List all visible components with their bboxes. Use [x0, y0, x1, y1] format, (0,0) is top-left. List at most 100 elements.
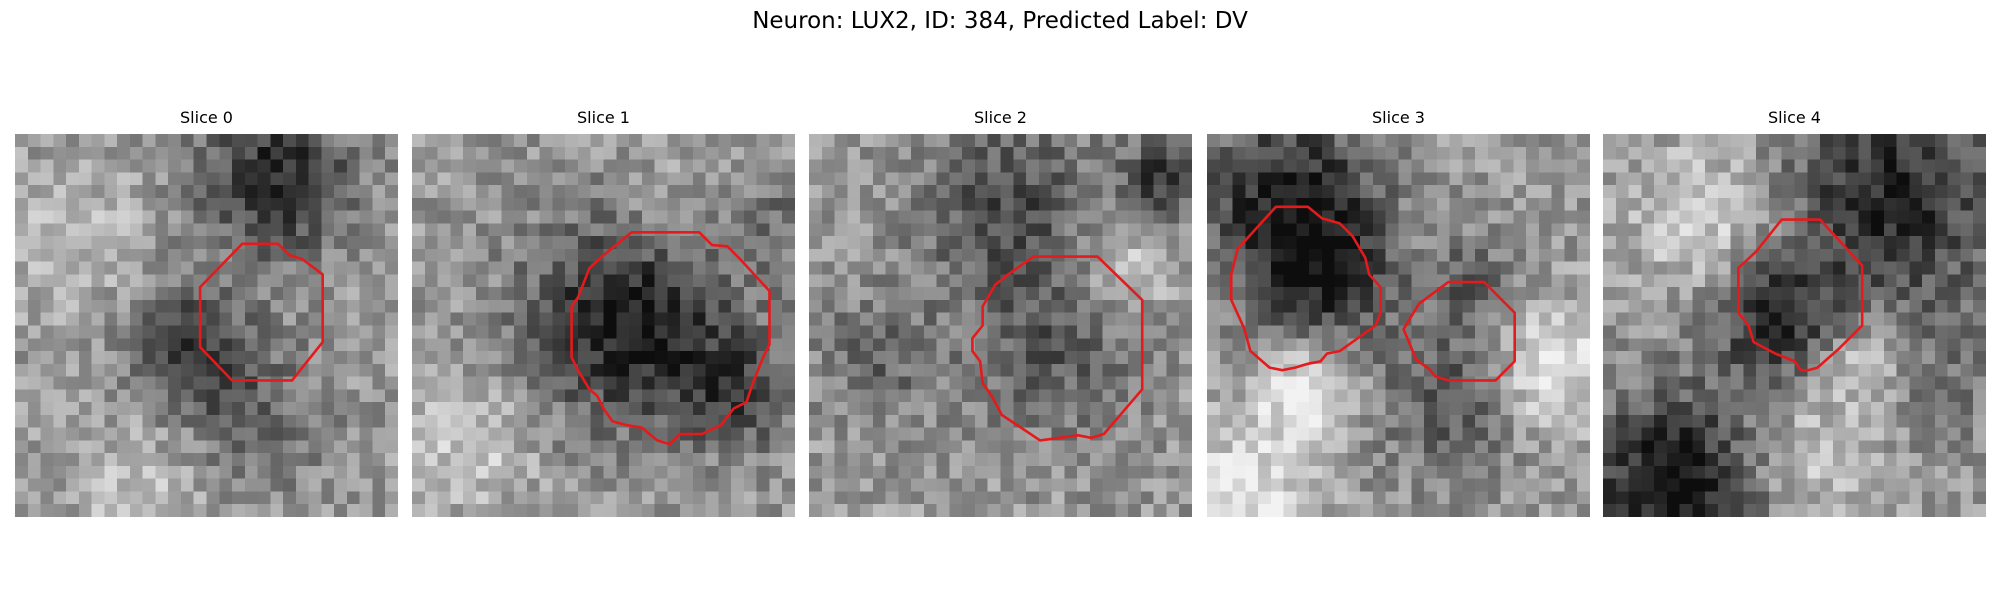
pixel — [1026, 478, 1040, 493]
pixel — [1283, 325, 1298, 339]
pixel — [168, 210, 182, 225]
pixel — [1245, 478, 1259, 493]
pixel — [898, 172, 912, 186]
pixel — [987, 351, 1002, 365]
pixel — [1564, 325, 1578, 339]
pixel — [1013, 210, 1027, 225]
pixel — [1436, 287, 1451, 301]
pixel — [359, 491, 374, 505]
pixel — [1973, 185, 1986, 199]
pixel — [654, 389, 668, 403]
pixel — [40, 351, 54, 365]
pixel — [1398, 478, 1412, 493]
pixel — [1794, 248, 1808, 263]
pixel — [257, 172, 271, 186]
pixel — [1207, 389, 1221, 403]
pixel — [1768, 440, 1783, 454]
pixel — [872, 389, 887, 403]
pixel — [1871, 338, 1885, 352]
pixel — [1270, 287, 1285, 301]
pixel — [1794, 414, 1808, 429]
pixel — [1743, 414, 1757, 429]
pixel — [1768, 491, 1783, 505]
pixel — [526, 312, 541, 327]
pixel — [15, 248, 29, 263]
pixel — [1832, 274, 1847, 288]
pixel — [334, 185, 348, 199]
pixel — [1179, 465, 1192, 480]
pixel — [731, 363, 745, 378]
pixel — [1858, 414, 1872, 429]
pixel — [603, 338, 617, 352]
pixel — [1296, 197, 1310, 212]
pixel — [526, 504, 541, 517]
pixel — [718, 325, 732, 339]
pixel — [437, 478, 451, 493]
pixel — [974, 134, 989, 148]
pixel — [1449, 223, 1463, 237]
pixel — [654, 134, 668, 148]
pixel — [974, 185, 989, 199]
pixel — [1026, 376, 1040, 390]
pixel — [1615, 465, 1630, 480]
pixel — [1947, 414, 1962, 429]
pixel — [1487, 491, 1502, 505]
pixel — [1258, 440, 1272, 454]
pixel — [308, 440, 323, 454]
pixel — [1845, 159, 1859, 173]
pixel — [1102, 248, 1117, 263]
pixel — [1347, 453, 1361, 467]
pixel — [1475, 172, 1489, 186]
pixel — [1705, 351, 1719, 365]
pixel — [1398, 453, 1412, 467]
pixel — [1730, 453, 1745, 467]
pixel — [257, 223, 271, 237]
pixel — [1794, 389, 1808, 403]
pixel — [962, 287, 976, 301]
pixel — [1436, 453, 1451, 467]
pixel — [1564, 351, 1578, 365]
pixel — [53, 338, 67, 352]
pixel — [40, 491, 54, 505]
pixel — [1756, 146, 1770, 161]
pixel — [142, 248, 157, 263]
pixel — [1858, 376, 1872, 390]
pixel — [1436, 299, 1451, 314]
pixel — [15, 351, 29, 365]
pixel — [359, 414, 374, 429]
pixel — [104, 389, 118, 403]
pixel — [424, 287, 439, 301]
pixel — [526, 351, 541, 365]
pixel — [514, 491, 528, 505]
pixel — [1334, 146, 1349, 161]
pixel — [1743, 504, 1757, 517]
pixel — [782, 325, 795, 339]
pixel — [847, 504, 861, 517]
pixel — [974, 261, 989, 276]
pixel — [911, 376, 925, 390]
pixel — [104, 312, 118, 327]
pixel — [1449, 299, 1463, 314]
pixel — [1768, 223, 1783, 237]
pixel — [372, 504, 386, 517]
pixel — [488, 491, 503, 505]
pixel — [180, 414, 195, 429]
pixel — [1372, 351, 1387, 365]
pixel — [718, 261, 732, 276]
pixel — [911, 338, 925, 352]
pixel — [898, 389, 912, 403]
pixel — [1064, 453, 1078, 467]
pixel — [1692, 274, 1706, 288]
pixel — [539, 248, 554, 263]
pixel — [180, 427, 195, 442]
pixel — [206, 159, 220, 173]
pixel — [1207, 223, 1221, 237]
pixel — [295, 236, 310, 250]
pixel — [40, 465, 54, 480]
pixel — [718, 427, 732, 442]
slice-image — [412, 134, 795, 517]
pixel — [1934, 312, 1949, 327]
pixel — [962, 325, 976, 339]
pixel — [1245, 440, 1259, 454]
pixel — [219, 210, 233, 225]
